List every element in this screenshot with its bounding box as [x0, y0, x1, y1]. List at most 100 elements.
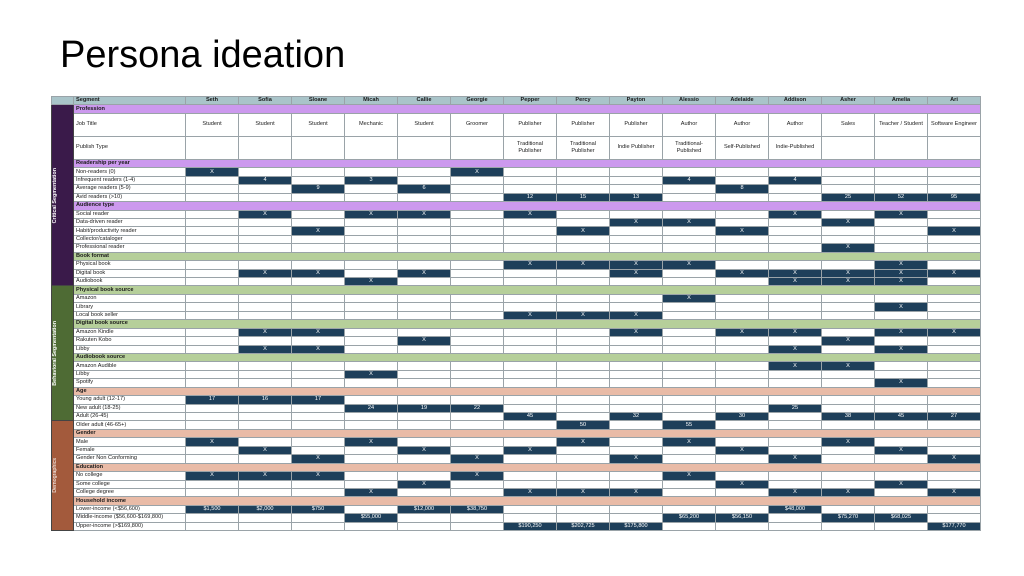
section-row: Audiobook source: [52, 352, 981, 363]
cell: 30: [715, 411, 769, 422]
cell: [450, 192, 504, 203]
cell: [344, 504, 398, 515]
cell: X: [450, 471, 504, 481]
row-label: Libby: [73, 369, 186, 380]
cell: X: [397, 336, 451, 346]
cell: [397, 234, 451, 245]
cell: [185, 411, 239, 422]
cell: [874, 487, 928, 498]
row-label: Physical book: [73, 260, 186, 270]
cell: X: [874, 327, 928, 338]
cell: Self-Published: [715, 135, 769, 160]
cell: [715, 234, 769, 245]
cell: X: [344, 487, 398, 498]
cell: [291, 217, 345, 228]
cell: [238, 369, 292, 380]
table-row: Young adult (12-17) 17 16 17: [52, 395, 981, 405]
cell: [715, 276, 769, 287]
table-row: Libby X: [52, 369, 981, 380]
cell: [556, 395, 610, 405]
cell: [927, 378, 981, 388]
cell: [397, 217, 451, 228]
table-row: Average readers (5-9) 9 6 8: [52, 184, 981, 194]
row-label: Upper-income (>$169,800): [73, 521, 186, 532]
persona-name-ari: Ari: [927, 95, 981, 106]
cell: [715, 403, 769, 414]
cell: 6: [397, 184, 451, 194]
cell: [768, 243, 822, 253]
cell: [556, 175, 610, 186]
table-row: Middle-income ($56,600-$169,800) $55,000 $…: [52, 513, 981, 523]
cell: [927, 243, 981, 253]
cell: $56,150: [715, 513, 769, 523]
cell: [874, 454, 928, 464]
cell: [609, 293, 663, 304]
cell: [450, 437, 504, 447]
cell: 24: [344, 403, 398, 414]
cell: [821, 454, 875, 464]
cell: 4: [662, 175, 716, 186]
cell: [662, 184, 716, 194]
cell: [662, 521, 716, 532]
cell: [715, 260, 769, 270]
section-label: Age: [73, 386, 981, 397]
cell: [238, 260, 292, 270]
persona-name-adelaide: Adelaide: [715, 95, 769, 106]
cell: [927, 479, 981, 489]
cell: 25: [821, 192, 875, 203]
cell: [556, 471, 610, 481]
cell: [344, 479, 398, 489]
cell: [397, 192, 451, 203]
cell: 4: [238, 175, 292, 186]
table-row: Non-readers (0) X X: [52, 167, 981, 177]
cell: [344, 327, 398, 338]
cell: [662, 268, 716, 279]
cell: [238, 487, 292, 498]
cell: [503, 217, 557, 228]
cell: [238, 243, 292, 253]
cell: [344, 184, 398, 194]
cell: [397, 175, 451, 186]
cell: [609, 369, 663, 380]
cell: [874, 336, 928, 346]
cell: Sales: [821, 112, 875, 137]
cell: [768, 445, 822, 456]
cell: [291, 437, 345, 447]
cell: X: [768, 361, 822, 371]
cell: [291, 192, 345, 203]
cell: [185, 135, 239, 160]
cell: [238, 226, 292, 236]
cell: 15: [556, 192, 610, 203]
cell: X: [291, 327, 345, 338]
cell: [397, 411, 451, 422]
cell: [927, 395, 981, 405]
cell: [927, 135, 981, 160]
cell: X: [556, 437, 610, 447]
cell: [450, 411, 504, 422]
cell: [185, 369, 239, 380]
section-row: Behavioral Segmentation Physical book sou…: [51, 285, 981, 422]
table-row: Infrequent readers (1-4) 4 3 4 4: [52, 175, 981, 186]
cell: X: [927, 327, 981, 338]
row-label: Habit/productivity reader: [73, 226, 186, 236]
cell: [874, 395, 928, 405]
cell: [344, 310, 398, 321]
row-label: Female: [73, 445, 186, 456]
cell: [238, 403, 292, 414]
cell: [715, 504, 769, 515]
cell: [450, 487, 504, 498]
cell: [874, 217, 928, 228]
cell: [450, 293, 504, 304]
cell: [715, 217, 769, 228]
cell: [821, 344, 875, 354]
cell: X: [556, 310, 610, 321]
cell: [556, 361, 610, 371]
cell: [185, 175, 239, 186]
section-label: Household income: [73, 496, 981, 506]
cell: [397, 437, 451, 447]
row-label: Young adult (12-17): [73, 395, 186, 405]
cell: X: [715, 226, 769, 236]
table-row: Data-driven reader X X X: [52, 217, 981, 228]
row-label: Social reader: [73, 209, 186, 219]
cell: [556, 378, 610, 388]
